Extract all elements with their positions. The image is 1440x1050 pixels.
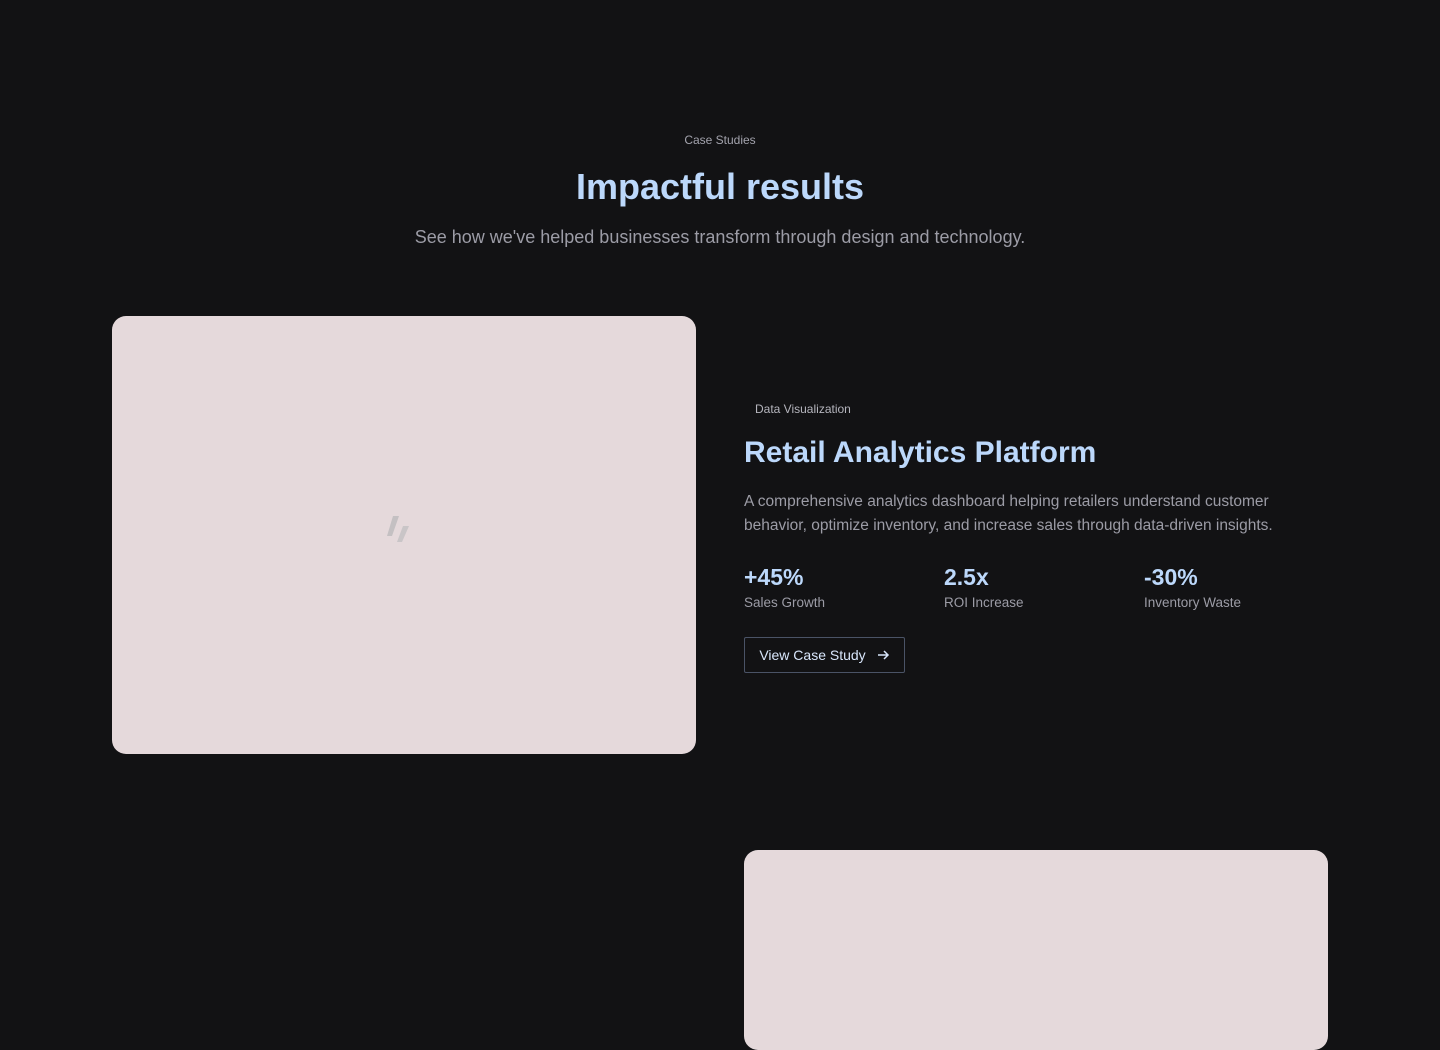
section-title: Impactful results (575, 166, 865, 207)
section-eyebrow: Case Studies (684, 133, 756, 147)
metric-value: 2.5x (944, 564, 989, 590)
metric-inventory-waste: -30% Inventory Waste (1144, 564, 1241, 610)
metric-roi-increase: 2.5x ROI Increase (944, 564, 1024, 610)
metric-value: -30% (1144, 564, 1198, 590)
case-study-description: A comprehensive analytics dashboard help… (744, 493, 1273, 534)
case-study-image (112, 316, 696, 754)
view-case-study-button[interactable]: View Case Study (744, 637, 905, 673)
metric-label: Sales Growth (744, 595, 826, 610)
next-case-study-image (744, 850, 1328, 1050)
section-subtitle: See how we've helped businesses transfor… (414, 227, 1026, 247)
metric-sales-growth: +45% Sales Growth (744, 564, 825, 610)
metric-label: Inventory Waste (1144, 595, 1242, 610)
button-label: View Case Study (759, 647, 866, 663)
metric-label: ROI Increase (944, 595, 1024, 610)
metric-value: +45% (744, 564, 804, 590)
logo-placeholder-icon (387, 516, 409, 542)
case-study-title: Retail Analytics Platform (744, 436, 1097, 469)
case-study-tag: Data Visualization (755, 402, 851, 416)
arrow-right-icon (877, 650, 889, 660)
